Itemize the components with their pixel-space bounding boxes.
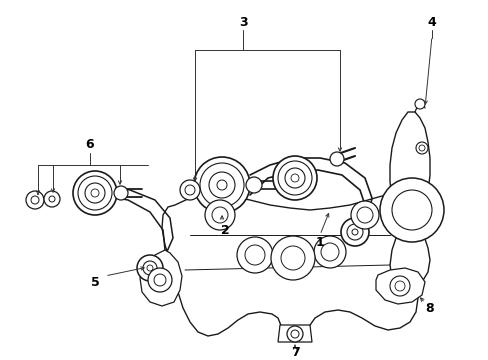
Circle shape <box>212 207 227 223</box>
Circle shape <box>270 236 314 280</box>
Circle shape <box>278 161 311 195</box>
Circle shape <box>208 172 235 198</box>
Circle shape <box>194 157 249 213</box>
Text: 3: 3 <box>238 15 247 28</box>
Text: 7: 7 <box>290 346 299 360</box>
Circle shape <box>346 224 362 240</box>
Circle shape <box>91 189 99 197</box>
Circle shape <box>78 176 112 210</box>
Circle shape <box>142 261 157 275</box>
Circle shape <box>245 177 262 193</box>
Circle shape <box>290 330 298 338</box>
Circle shape <box>290 174 298 182</box>
Circle shape <box>351 229 357 235</box>
Text: 4: 4 <box>427 15 435 28</box>
Circle shape <box>184 185 195 195</box>
Circle shape <box>272 156 316 200</box>
Circle shape <box>414 99 424 109</box>
Circle shape <box>340 218 368 246</box>
Circle shape <box>379 178 443 242</box>
Circle shape <box>389 276 409 296</box>
Circle shape <box>31 196 39 204</box>
Text: 2: 2 <box>220 224 229 237</box>
Circle shape <box>350 201 378 229</box>
Circle shape <box>85 183 105 203</box>
Circle shape <box>200 163 244 207</box>
Circle shape <box>415 142 427 154</box>
Circle shape <box>148 268 172 292</box>
Circle shape <box>281 246 305 270</box>
Circle shape <box>180 180 200 200</box>
Circle shape <box>329 152 343 166</box>
Polygon shape <box>278 325 311 342</box>
Circle shape <box>285 168 305 188</box>
Circle shape <box>394 281 404 291</box>
Circle shape <box>49 196 55 202</box>
Circle shape <box>114 186 128 200</box>
Circle shape <box>244 245 264 265</box>
Circle shape <box>44 191 60 207</box>
Circle shape <box>154 274 165 286</box>
Circle shape <box>73 171 117 215</box>
Circle shape <box>286 326 303 342</box>
Circle shape <box>137 255 163 281</box>
Circle shape <box>147 265 153 271</box>
Polygon shape <box>140 250 182 306</box>
Text: 6: 6 <box>85 139 94 152</box>
Polygon shape <box>162 195 421 338</box>
Text: 1: 1 <box>315 235 324 248</box>
Circle shape <box>313 236 346 268</box>
Text: 5: 5 <box>90 275 99 288</box>
Text: 8: 8 <box>425 302 433 315</box>
Circle shape <box>217 180 226 190</box>
Circle shape <box>320 243 338 261</box>
Polygon shape <box>375 268 424 304</box>
Circle shape <box>356 207 372 223</box>
Polygon shape <box>389 112 429 292</box>
Circle shape <box>204 200 235 230</box>
Circle shape <box>237 237 272 273</box>
Circle shape <box>391 190 431 230</box>
Circle shape <box>418 145 424 151</box>
Circle shape <box>26 191 44 209</box>
